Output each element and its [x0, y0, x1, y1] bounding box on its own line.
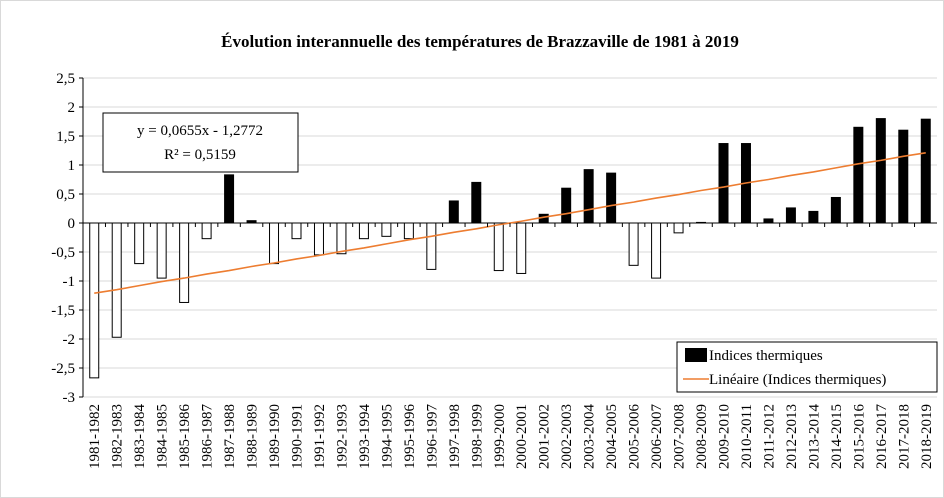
x-tick-label: 1997-1998 — [447, 404, 463, 469]
bar — [111, 222, 122, 338]
bar — [471, 181, 482, 224]
bar — [358, 222, 369, 240]
bar — [628, 222, 639, 266]
y-tick-label: -3 — [63, 390, 76, 406]
x-tick-label: 2010-2011 — [739, 404, 755, 468]
bar — [830, 196, 841, 224]
x-tick-label: 2012-2013 — [784, 404, 800, 469]
x-tick-label: 1985-1986 — [177, 404, 193, 469]
bar — [606, 172, 617, 224]
bar — [898, 129, 909, 224]
bar — [763, 218, 774, 224]
x-tick-label: 1996-1997 — [424, 404, 440, 469]
bar — [269, 222, 280, 265]
bar — [696, 221, 707, 224]
x-tick-label: 2014-2015 — [829, 404, 845, 469]
bar — [403, 222, 414, 240]
bar — [651, 222, 662, 279]
x-tick-label: 2009-2010 — [717, 404, 733, 469]
x-tick-label: 2002-2003 — [559, 404, 575, 469]
x-tick-label: 1998-1999 — [469, 404, 485, 469]
x-tick-label: 2001-2002 — [537, 404, 553, 469]
y-tick-label: 2 — [68, 100, 76, 116]
bar — [89, 222, 100, 379]
x-tick-label: 1984-1985 — [155, 404, 171, 469]
bar — [583, 169, 594, 224]
y-tick-label: 0 — [68, 216, 76, 232]
x-tick-label: 1987-1988 — [222, 404, 238, 469]
x-tick-label: 1999-2000 — [492, 404, 508, 469]
x-tick-label: 2016-2017 — [874, 404, 890, 469]
x-tick-label: 1994-1995 — [379, 404, 395, 469]
bar — [246, 220, 257, 224]
x-tick-label: 1993-1994 — [357, 404, 373, 469]
x-tick-label: 1982-1983 — [110, 404, 126, 469]
y-tick-label: 1 — [68, 158, 76, 174]
bar — [785, 207, 796, 224]
x-tick-label: 1995-1996 — [402, 404, 418, 469]
x-tick-label: 1988-1989 — [245, 404, 261, 469]
x-tick-label: 2005-2006 — [627, 404, 643, 469]
x-tick-label: 2013-2014 — [806, 404, 822, 469]
bar — [224, 174, 235, 224]
equation-text: y = 0,0655x - 1,2772 — [137, 123, 263, 139]
bar — [808, 210, 819, 224]
bar — [426, 222, 437, 270]
bar — [381, 222, 392, 237]
bar — [201, 222, 212, 240]
equation-box — [102, 112, 299, 173]
bar — [718, 143, 729, 224]
bar — [448, 200, 459, 224]
bar — [493, 222, 504, 272]
x-tick-label: 2011-2012 — [761, 404, 777, 468]
y-tick-label: -0,5 — [51, 245, 75, 261]
y-tick-label: -1 — [63, 274, 76, 290]
bar — [673, 222, 684, 234]
equation-text: R² = 0,5159 — [164, 147, 236, 163]
x-tick-label: 2007-2008 — [672, 404, 688, 469]
y-tick-label: -2 — [63, 332, 76, 348]
bar — [156, 222, 167, 279]
x-tick-label: 1990-1991 — [290, 404, 306, 469]
x-tick-label: 1992-1993 — [334, 404, 350, 469]
bar — [561, 187, 572, 224]
legend-box — [676, 341, 938, 393]
chart-title: Évolution interannuelle des températures… — [221, 32, 739, 51]
y-tick-label: 1,5 — [56, 129, 75, 145]
bar — [920, 118, 931, 224]
x-tick-label: 2017-2018 — [896, 404, 912, 469]
x-tick-label: 1986-1987 — [200, 404, 216, 469]
y-tick-label: 2,5 — [56, 71, 75, 87]
x-tick-label: 1991-1992 — [312, 404, 328, 469]
legend-swatch — [685, 348, 707, 362]
bar — [875, 118, 886, 224]
bar — [336, 222, 347, 255]
bar — [313, 222, 324, 256]
bar — [853, 126, 864, 224]
y-tick-label: 0,5 — [56, 187, 75, 203]
bar — [179, 222, 190, 303]
x-tick-label: 1981-1982 — [87, 404, 103, 469]
x-tick-label: 2006-2007 — [649, 404, 665, 469]
x-tick-label: 2008-2009 — [694, 404, 710, 469]
x-tick-label: 2003-2004 — [582, 404, 598, 469]
x-tick-label: 1983-1984 — [132, 404, 148, 469]
y-tick-label: -2,5 — [51, 361, 75, 377]
bar — [516, 222, 527, 274]
bar — [538, 213, 549, 224]
legend-label: Indices thermiques — [709, 348, 823, 364]
x-tick-label: 1989-1990 — [267, 404, 283, 469]
x-tick-label: 2000-2001 — [514, 404, 530, 469]
legend-label: Linéaire (Indices thermiques) — [709, 372, 886, 388]
x-tick-label: 2015-2016 — [851, 404, 867, 469]
y-tick-label: -1,5 — [51, 303, 75, 319]
bar — [134, 222, 145, 265]
x-tick-label: 2018-2019 — [919, 404, 935, 469]
x-tick-label: 2004-2005 — [604, 404, 620, 469]
bar — [291, 222, 302, 240]
